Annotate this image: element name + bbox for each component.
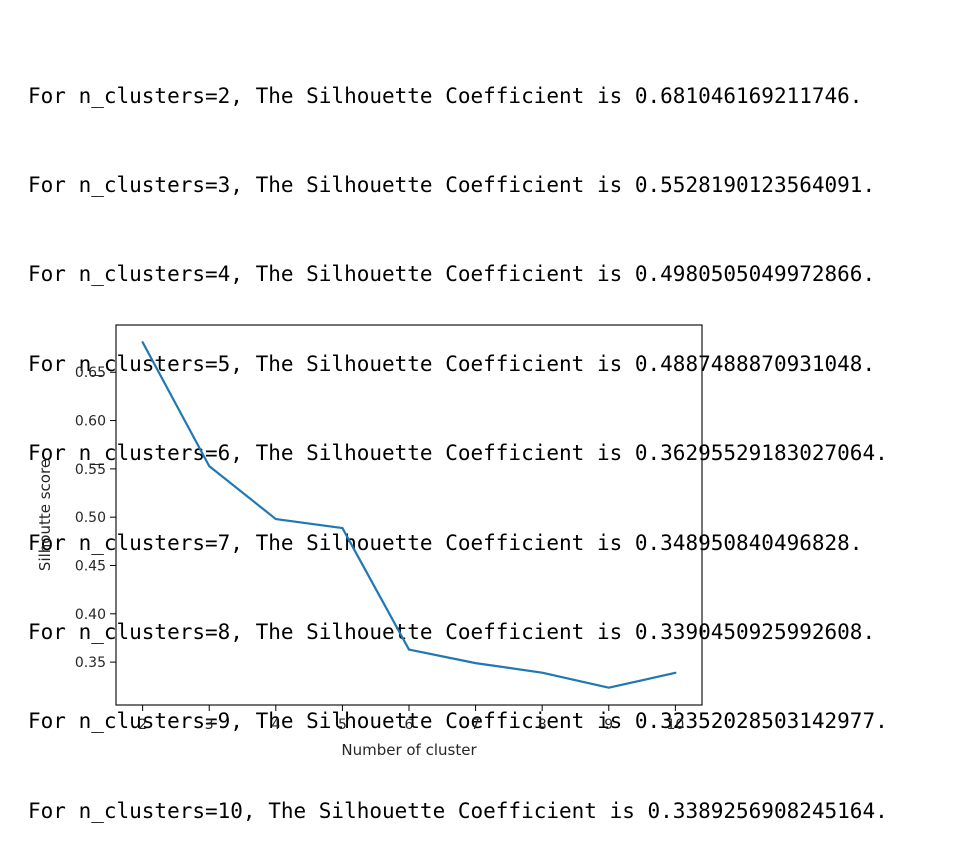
- y-tick-label: 0.45: [75, 558, 106, 574]
- output-line: For n_clusters=9, The Silhouette Coeffic…: [28, 709, 888, 734]
- x-tick-label: 2: [138, 717, 147, 733]
- output-line: For n_clusters=10, The Silhouette Coeffi…: [28, 798, 888, 823]
- y-tick-label: 0.60: [75, 414, 106, 430]
- output-line: For n_clusters=3, The Silhouette Coeffic…: [28, 172, 876, 197]
- y-tick-label: 0.55: [75, 462, 106, 478]
- silhouette-line-chart: 2 3 4 5 6 7 8 9 10 0.35 0.40 0.45 0.50 0.55 0.60 0.65 Nu…: [36, 324, 703, 759]
- x-tick-label: 8: [538, 717, 547, 733]
- series-line: [141, 341, 677, 689]
- y-tick-label: 0.65: [75, 365, 106, 381]
- x-tick-label: 9: [604, 717, 613, 733]
- x-axis-label: Number of cluster: [341, 741, 477, 759]
- x-tick-label: 5: [338, 717, 347, 733]
- y-axis-label: Silhoutte score: [36, 459, 54, 571]
- output-line: For n_clusters=5, The Silhouette Coeffic…: [28, 351, 876, 376]
- x-tick-label: 4: [271, 717, 280, 733]
- output-line: For n_clusters=6, The Silhouette Coeffic…: [28, 441, 888, 466]
- output-line: For n_clusters=4, The Silhouette Coeffic…: [28, 262, 876, 287]
- output-line: For n_clusters=7, The Silhouette Coeffic…: [28, 530, 863, 555]
- x-tick-label: 7: [471, 717, 480, 733]
- output-line: For n_clusters=8, The Silhouette Coeffic…: [28, 619, 876, 644]
- y-tick-label: 0.50: [75, 510, 106, 526]
- y-tick-label: 0.35: [75, 655, 106, 671]
- x-tick-label: 10: [666, 717, 684, 733]
- output-line: For n_clusters=2, The Silhouette Coeffic…: [28, 83, 863, 108]
- x-tick-label: 6: [405, 717, 414, 733]
- x-tick-label: 3: [205, 717, 214, 733]
- y-tick-label: 0.40: [75, 607, 106, 623]
